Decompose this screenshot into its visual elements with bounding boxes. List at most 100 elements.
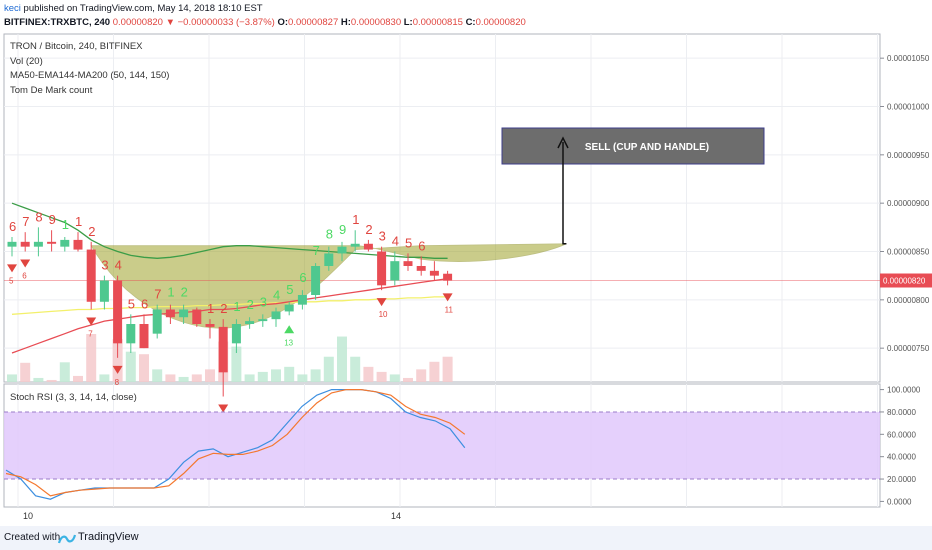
- annotation-arrow-line: [562, 142, 567, 245]
- volume-bar: [323, 356, 334, 382]
- volume-bar: [244, 374, 255, 382]
- candle-body: [390, 261, 400, 281]
- td-count-label: 9: [49, 212, 56, 227]
- td-count-label: 8: [35, 209, 42, 224]
- price-tick-label: 0.00000800: [887, 296, 930, 305]
- candle-body: [205, 324, 215, 327]
- candle-body: [311, 266, 321, 295]
- td-count-label: 4: [273, 288, 280, 303]
- volume-bar: [429, 361, 440, 382]
- annotation-arrow-head: [557, 136, 569, 149]
- td-arrow-down: [112, 365, 123, 374]
- volume-bar: [257, 371, 268, 382]
- td-count-label: 1: [233, 299, 240, 314]
- volume-bar: [139, 354, 149, 382]
- stoch-legend[interactable]: Stoch RSI (3, 3, 14, 14, close): [10, 392, 137, 403]
- volume-bar: [284, 366, 295, 382]
- td-arrow-label: 10: [379, 310, 388, 319]
- candle-body: [218, 326, 228, 373]
- publish-text: published on TradingView.com, May 14, 20…: [20, 3, 263, 14]
- legend-title[interactable]: TRON / Bitcoin, 240, BITFINEX: [10, 41, 143, 52]
- main-pane: [3, 33, 881, 383]
- candle-body: [231, 324, 241, 344]
- td-count-label: 3: [379, 229, 386, 244]
- price-tick-label: 0.00001050: [887, 54, 930, 63]
- candle-body: [47, 241, 57, 244]
- created-with-text: Created with: [4, 532, 61, 543]
- time-tick-label: 10: [23, 511, 33, 521]
- td-arrow-down: [376, 298, 387, 307]
- candle-body: [99, 280, 109, 302]
- volume-bar: [7, 374, 17, 382]
- ma-green-line: [11, 202, 448, 259]
- volume-bar: [73, 375, 83, 382]
- td-arrow-label: 8: [115, 378, 120, 387]
- td-arrow-down: [218, 404, 229, 413]
- volume-bar: [178, 376, 189, 382]
- td-arrow-down: [7, 264, 17, 273]
- stoch-tick-label: 20.0000: [887, 475, 916, 484]
- td-count-label: 1: [167, 285, 174, 300]
- candle-body: [20, 241, 30, 247]
- open-key: O:: [277, 17, 289, 28]
- td-count-label: 2: [88, 224, 95, 239]
- td-count-label: 1: [352, 212, 359, 227]
- candle-body: [429, 270, 439, 276]
- candle-body: [192, 309, 202, 324]
- legend-ma[interactable]: MA50-EMA144-MA200 (50, 144, 150): [10, 70, 170, 81]
- candle-body: [7, 241, 17, 247]
- volume-bar: [442, 356, 453, 382]
- last-price-tag: [880, 273, 932, 288]
- legend-vol[interactable]: Vol (20): [10, 55, 43, 67]
- td-count-label: 5: [128, 296, 135, 311]
- volume-bar: [20, 362, 31, 382]
- td-count-label: 1: [75, 214, 82, 229]
- close-value: 0.00000820: [475, 17, 526, 28]
- legend-td[interactable]: Tom De Mark count: [10, 84, 93, 96]
- author-link[interactable]: keci: [4, 3, 21, 14]
- last-price: 0.00000820: [112, 17, 163, 28]
- td-count-label: 5: [286, 282, 293, 297]
- low-key: L:: [403, 17, 413, 28]
- candle-body: [86, 249, 96, 302]
- volume-bar: [191, 374, 202, 382]
- volume-bar: [165, 374, 176, 382]
- volume-bar: [59, 362, 70, 382]
- td-count-label: 5: [405, 235, 412, 250]
- stoch-band: [4, 411, 880, 480]
- candle-body: [139, 324, 149, 349]
- td-arrow-label: 13: [284, 338, 293, 347]
- candle-body: [245, 321, 255, 324]
- candle-body: [179, 309, 189, 318]
- candle-body: [284, 304, 294, 312]
- candle-body: [60, 239, 70, 247]
- candle-body: [363, 243, 373, 250]
- candle-body: [33, 241, 43, 247]
- price-tick-label: 0.00001000: [887, 103, 930, 112]
- td-count-label: 2: [247, 297, 254, 312]
- tradingview-logo-icon[interactable]: [58, 533, 76, 545]
- td-count-label: 6: [299, 270, 306, 285]
- td-count-label: 9: [339, 222, 346, 237]
- footer: Created with TradingView: [0, 526, 932, 550]
- td-count-label: 4: [115, 258, 122, 273]
- candle-body: [377, 251, 387, 286]
- volume-bar: [33, 377, 44, 382]
- td-count-label: 4: [392, 234, 399, 249]
- volume-bar: [363, 366, 374, 382]
- tradingview-brand[interactable]: TradingView: [78, 531, 139, 543]
- sell-annotation-label: SELL (CUP AND HANDLE): [585, 142, 709, 153]
- candle-body: [258, 319, 268, 322]
- stoch-tick-label: 100.0000: [887, 386, 921, 395]
- ohlc-line: BITFINEX:TRXBTC, 240 0.00000820 ▼ −0.000…: [4, 17, 526, 28]
- volume-bar: [350, 356, 361, 382]
- high-value: 0.00000830: [350, 17, 402, 28]
- td-arrow-label: 7: [88, 330, 93, 339]
- td-arrow-label: 11: [445, 305, 454, 314]
- td-arrow-down: [20, 259, 31, 268]
- candle-body: [152, 309, 162, 334]
- stoch-tick-label: 80.0000: [887, 408, 916, 417]
- price-chart[interactable]: 0.00001050 0.00001000 0.00000950 0.00000900…: [0, 0, 932, 526]
- td-arrow-down: [86, 317, 97, 326]
- candle-body: [126, 324, 136, 344]
